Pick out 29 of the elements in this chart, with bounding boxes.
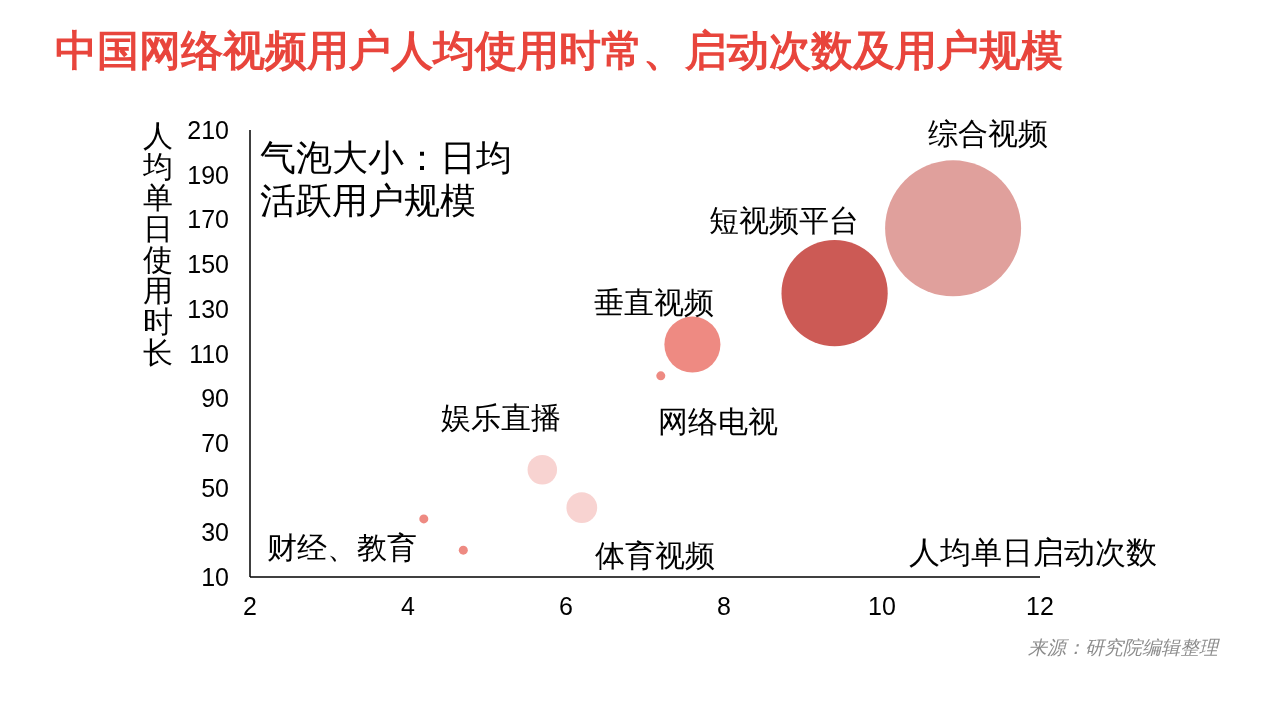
x-tick-label: 6 (559, 592, 573, 620)
y-tick-label: 90 (201, 384, 229, 413)
source-note: 来源：研究院编辑整理 (1028, 636, 1220, 658)
x-tick-label: 2 (243, 592, 257, 620)
series-label: 网络电视 (657, 405, 778, 439)
series-label: 垂直视频 (594, 286, 715, 320)
x-tick-label: 8 (717, 592, 731, 620)
y-tick-label: 210 (187, 116, 229, 144)
y-tick-label: 50 (201, 473, 229, 502)
series-label: 财经、教育 (266, 531, 417, 565)
y-tick-label: 10 (201, 563, 229, 591)
series-label: 短视频平台 (708, 203, 859, 237)
y-tick-label: 170 (187, 205, 229, 234)
x-tick-label: 12 (1026, 592, 1054, 620)
series-label: 综合视频 (928, 116, 1049, 150)
x-tick-label: 10 (868, 592, 896, 620)
x-tick-label: 4 (401, 592, 416, 620)
y-tick-label: 130 (187, 294, 229, 323)
y-axis-title: 人均单日使用时长 (142, 118, 173, 369)
y-tick-label: 70 (201, 428, 229, 457)
series-label: 娱乐直播 (441, 401, 562, 435)
y-tick-label: 190 (187, 160, 229, 189)
y-tick-label: 30 (201, 518, 229, 547)
x-axis-title: 人均单日启动次数 (909, 534, 1157, 570)
y-tick-label: 150 (187, 250, 229, 279)
y-tick-label: 110 (189, 339, 229, 368)
series-label: 体育视频 (594, 539, 715, 573)
chart-title: 中国网络视频用户人均使用时常、启动次数及用户规模 (55, 26, 1063, 74)
annotation: 气泡大小：日均活跃用户规模 (260, 136, 512, 221)
